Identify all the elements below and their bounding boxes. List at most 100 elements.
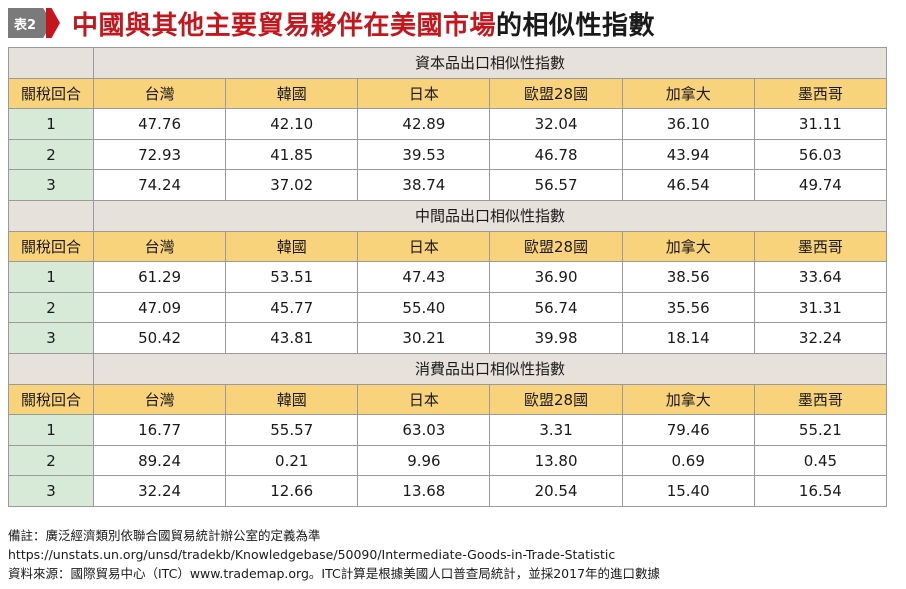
index-value-cell: 56.74 (489, 291, 623, 324)
country-column-header: 墨西哥 (753, 77, 888, 110)
note-url[interactable]: https://unstats.un.org/unsd/tradekb/Know… (8, 547, 616, 562)
index-value-cell: 89.24 (92, 444, 227, 477)
country-column-header: 加拿大 (621, 383, 755, 416)
column-header-row: 關稅回合 台灣 韓國 日本 歐盟28國 加拿大 墨西哥 (8, 77, 888, 110)
column-header-row: 關稅回合 台灣 韓國 日本 歐盟28國 加拿大 墨西哥 (8, 230, 888, 263)
round-number-cell: 3 (8, 169, 94, 201)
index-value-cell: 32.04 (489, 108, 623, 140)
index-value-cell: 53.51 (225, 261, 359, 293)
badge-label: 表2 (14, 18, 37, 33)
index-value-cell: 56.57 (489, 169, 623, 201)
table-row: 3 50.42 43.81 30.21 39.98 18.14 32.24 (8, 322, 888, 354)
index-value-cell: 15.40 (621, 475, 755, 507)
index-value-cell: 47.43 (357, 261, 491, 293)
table-body: 資本品出口相似性指數 關稅回合 台灣 韓國 日本 歐盟28國 加拿大 墨西哥 1 47.76 42.… (8, 47, 888, 507)
country-column-header: 墨西哥 (753, 230, 888, 263)
section-corner-cell (8, 352, 94, 385)
index-value-cell: 31.11 (753, 108, 888, 140)
round-column-header: 關稅回合 (8, 230, 94, 263)
country-column-header: 韓國 (225, 230, 359, 263)
index-value-cell: 61.29 (92, 261, 227, 293)
index-value-cell: 32.24 (753, 322, 888, 354)
index-value-cell: 55.21 (753, 414, 888, 446)
index-value-cell: 56.03 (753, 138, 888, 171)
round-number-cell: 3 (8, 475, 94, 507)
index-value-cell: 74.24 (92, 169, 227, 201)
index-value-cell: 47.76 (92, 108, 227, 140)
country-column-header: 韓國 (225, 77, 359, 110)
country-column-header: 日本 (357, 383, 491, 416)
index-value-cell: 36.10 (621, 108, 755, 140)
round-number-cell: 2 (8, 444, 94, 477)
index-value-cell: 18.14 (621, 322, 755, 354)
index-value-cell: 45.77 (225, 291, 359, 324)
index-value-cell: 20.54 (489, 475, 623, 507)
table-row: 1 61.29 53.51 47.43 36.90 38.56 33.64 (8, 261, 888, 293)
country-column-header: 日本 (357, 77, 491, 110)
country-column-header: 台灣 (92, 383, 227, 416)
country-column-header: 韓國 (225, 383, 359, 416)
index-value-cell: 12.66 (225, 475, 359, 507)
round-number-cell: 3 (8, 322, 94, 354)
country-column-header: 台灣 (92, 77, 227, 110)
country-column-header: 歐盟28國 (489, 77, 623, 110)
section-header-row: 消費品出口相似性指數 (8, 352, 887, 385)
round-number-cell: 1 (8, 108, 94, 140)
index-value-cell: 13.68 (357, 475, 491, 507)
index-value-cell: 43.94 (621, 138, 755, 171)
index-value-cell: 33.64 (753, 261, 888, 293)
index-value-cell: 16.54 (753, 475, 888, 507)
index-value-cell: 50.42 (92, 322, 227, 354)
index-value-cell: 39.53 (357, 138, 491, 171)
index-value-cell: 39.98 (489, 322, 623, 354)
country-column-header: 歐盟28國 (489, 230, 623, 263)
table-row: 1 16.77 55.57 63.03 3.31 79.46 55.21 (8, 414, 888, 446)
table-number-badge: 表2 (8, 8, 60, 38)
table-row: 2 89.24 0.21 9.96 13.80 0.69 0.45 (8, 444, 888, 477)
table-row: 2 47.09 45.77 55.40 56.74 35.56 31.31 (8, 291, 888, 324)
country-column-header: 歐盟28國 (489, 383, 623, 416)
index-value-cell: 42.10 (225, 108, 359, 140)
index-value-cell: 43.81 (225, 322, 359, 354)
index-value-cell: 13.80 (489, 444, 623, 477)
section-title: 資本品出口相似性指數 (93, 47, 887, 79)
table-row: 2 72.93 41.85 39.53 46.78 43.94 56.03 (8, 138, 888, 171)
badge-arrow-icon (46, 8, 60, 38)
index-value-cell: 31.31 (753, 291, 888, 324)
round-number-cell: 1 (8, 261, 94, 293)
index-value-cell: 0.45 (753, 444, 888, 477)
index-value-cell: 0.69 (621, 444, 755, 477)
note-definition: 備註：廣泛經濟類別依聯合國貿易統計辦公室的定義為準 (8, 528, 321, 543)
index-value-cell: 38.56 (621, 261, 755, 293)
table-row: 3 32.24 12.66 13.68 20.54 15.40 16.54 (8, 475, 888, 507)
footnotes: 備註：廣泛經濟類別依聯合國貿易統計辦公室的定義為準 https://unstat… (8, 526, 660, 583)
country-column-header: 加拿大 (621, 77, 755, 110)
country-column-header: 加拿大 (621, 230, 755, 263)
section-header-row: 資本品出口相似性指數 (8, 47, 887, 79)
round-number-cell: 2 (8, 138, 94, 171)
index-value-cell: 0.21 (225, 444, 359, 477)
badge-background (8, 8, 52, 38)
index-value-cell: 38.74 (357, 169, 491, 201)
table-caption: 表2 中國與其他主要貿易夥伴在美國市場的相似性指數 (8, 4, 655, 42)
index-value-cell: 46.54 (621, 169, 755, 201)
round-column-header: 關稅回合 (8, 77, 94, 110)
index-value-cell: 37.02 (225, 169, 359, 201)
index-value-cell: 79.46 (621, 414, 755, 446)
country-column-header: 墨西哥 (753, 383, 888, 416)
title-red-part: 中國與其他主要貿易夥伴在美國市場 (72, 10, 497, 41)
index-value-cell: 42.89 (357, 108, 491, 140)
table-row: 1 47.76 42.10 42.89 32.04 36.10 31.11 (8, 108, 888, 140)
index-value-cell: 35.56 (621, 291, 755, 324)
index-value-cell: 46.78 (489, 138, 623, 171)
section-corner-cell (8, 47, 94, 79)
section-corner-cell (8, 199, 94, 232)
round-column-header: 關稅回合 (8, 383, 94, 416)
index-value-cell: 3.31 (489, 414, 623, 446)
index-value-cell: 32.24 (92, 475, 227, 507)
column-header-row: 關稅回合 台灣 韓國 日本 歐盟28國 加拿大 墨西哥 (8, 383, 888, 416)
index-value-cell: 55.57 (225, 414, 359, 446)
index-value-cell: 9.96 (357, 444, 491, 477)
similarity-index-table: 資本品出口相似性指數 關稅回合 台灣 韓國 日本 歐盟28國 加拿大 墨西哥 1 47.76 42.… (8, 47, 888, 507)
round-number-cell: 1 (8, 414, 94, 446)
